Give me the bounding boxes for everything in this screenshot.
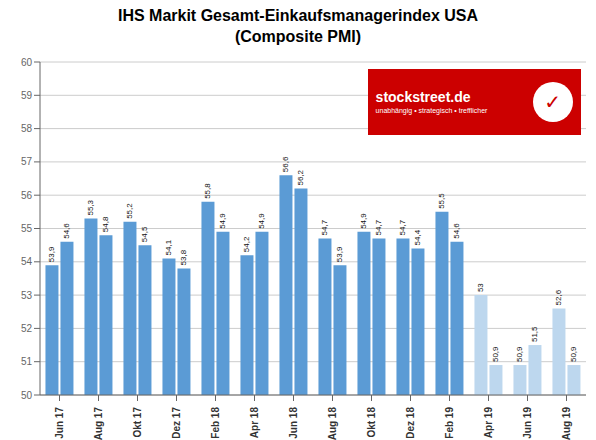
svg-text:Apr 19: Apr 19 — [483, 407, 494, 439]
svg-text:58: 58 — [21, 123, 33, 134]
svg-text:51: 51 — [21, 356, 33, 367]
svg-text:54,8: 54,8 — [101, 216, 110, 232]
svg-text:55: 55 — [21, 223, 33, 234]
svg-text:52: 52 — [21, 323, 33, 334]
svg-text:56,6: 56,6 — [281, 156, 290, 172]
svg-text:Okt 18: Okt 18 — [366, 407, 377, 438]
svg-text:54,9: 54,9 — [257, 213, 266, 229]
svg-text:Dez 18: Dez 18 — [405, 407, 416, 439]
svg-text:55,8: 55,8 — [203, 183, 212, 199]
svg-text:53,9: 53,9 — [335, 246, 344, 262]
svg-text:Okt 17: Okt 17 — [132, 407, 143, 438]
svg-text:54,1: 54,1 — [164, 239, 173, 255]
svg-text:54,4: 54,4 — [413, 229, 422, 245]
svg-text:Jun 17: Jun 17 — [54, 407, 65, 439]
html-text:stockstreet.de: stockstreet.de — [375, 89, 471, 105]
svg-text:60: 60 — [21, 57, 33, 68]
svg-text:56: 56 — [21, 190, 33, 201]
svg-text:55,2: 55,2 — [125, 203, 134, 219]
svg-text:54,9: 54,9 — [359, 213, 368, 229]
svg-text:56,2: 56,2 — [296, 169, 305, 185]
svg-text:54,6: 54,6 — [452, 223, 461, 239]
html-text:unabhängig • strategisch • tre: unabhängig • strategisch • trefflicher — [375, 107, 488, 114]
svg-text:54,7: 54,7 — [398, 219, 407, 235]
svg-text:54,7: 54,7 — [320, 219, 329, 235]
svg-text:55,5: 55,5 — [437, 193, 446, 209]
html-text:IHS Markit Gesamt-Einkaufsmana: IHS Markit Gesamt-Einkaufsmanagerindex U… — [117, 7, 478, 24]
svg-text:55,3: 55,3 — [86, 199, 95, 215]
svg-text:54,7: 54,7 — [374, 219, 383, 235]
svg-text:53: 53 — [476, 283, 485, 292]
svg-text:Feb 19: Feb 19 — [444, 407, 455, 439]
svg-text:Aug 18: Aug 18 — [327, 407, 338, 440]
svg-text:54,5: 54,5 — [140, 226, 149, 242]
svg-text:52,6: 52,6 — [554, 289, 563, 305]
svg-text:50,9: 50,9 — [515, 346, 524, 362]
svg-text:54,2: 54,2 — [242, 236, 251, 252]
svg-text:53,8: 53,8 — [179, 249, 188, 265]
svg-text:Aug 19: Aug 19 — [561, 407, 572, 440]
svg-text:54,6: 54,6 — [62, 223, 71, 239]
svg-text:50: 50 — [21, 390, 33, 401]
svg-text:Jun 19: Jun 19 — [522, 407, 533, 439]
svg-text:50,9: 50,9 — [491, 346, 500, 362]
svg-text:Dez 17: Dez 17 — [171, 407, 182, 439]
svg-text:59: 59 — [21, 90, 33, 101]
svg-text:53: 53 — [21, 290, 33, 301]
svg-text:Feb 18: Feb 18 — [210, 407, 221, 439]
svg-text:57: 57 — [21, 156, 33, 167]
svg-text:Jun 18: Jun 18 — [288, 407, 299, 439]
svg-text:50,9: 50,9 — [569, 346, 578, 362]
svg-text:54,9: 54,9 — [218, 213, 227, 229]
svg-text:53,9: 53,9 — [47, 246, 56, 262]
svg-text:Aug 17: Aug 17 — [93, 407, 104, 440]
svg-text:Apr 18: Apr 18 — [249, 407, 260, 439]
svg-text:51,5: 51,5 — [530, 326, 539, 342]
svg-text:54: 54 — [21, 256, 33, 267]
html-text:(Composite PMI): (Composite PMI) — [234, 28, 362, 45]
